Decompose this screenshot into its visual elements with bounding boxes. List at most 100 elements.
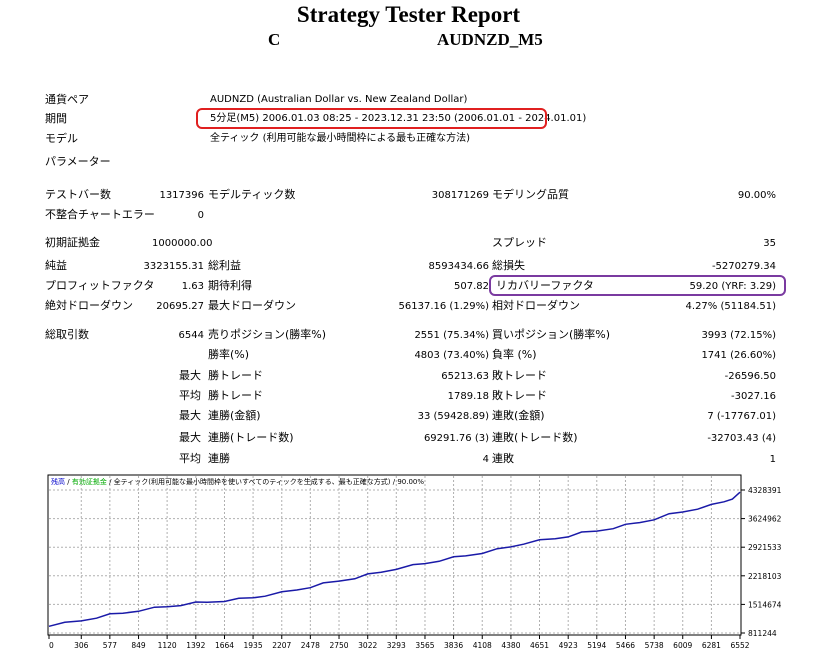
legend-equity: 有効証拠金 <box>72 477 107 486</box>
x-tick-label: 306 <box>74 641 89 650</box>
avg-cons-loss-value: 1 <box>769 454 776 465</box>
gross-profit-value: 8593434.66 <box>428 261 489 272</box>
legend-quality: 90.00% <box>397 478 424 486</box>
expected-payoff-value: 507.82 <box>454 281 489 292</box>
info-label-period: 期間 <box>45 112 67 125</box>
period-highlight <box>196 108 547 129</box>
rel-drawdown-value: 4.27% (51184.51) <box>685 301 776 312</box>
x-tick-label: 2750 <box>329 641 348 650</box>
deposit-value: 1000000.00 <box>152 238 213 249</box>
spread-value: 35 <box>763 238 776 249</box>
x-tick-label: 3293 <box>387 641 406 650</box>
recovery-factor-value: 59.20 (YRF: 3.29) <box>689 281 776 292</box>
profit-factor-value: 1.63 <box>181 281 204 292</box>
x-tick-label: 4380 <box>501 641 520 650</box>
x-tick-label: 2478 <box>301 641 320 650</box>
legend-balance: 残高 <box>51 477 65 486</box>
x-tick-label: 4108 <box>473 641 492 650</box>
y-tick-label: 2218103 <box>748 572 782 581</box>
avg-cons-loss-label: 連敗 <box>492 452 514 465</box>
cons-trades-prefix: 最大 <box>179 431 201 444</box>
cons-amt-prefix: 最大 <box>179 409 201 422</box>
x-tick-label: 6552 <box>730 641 749 650</box>
gross-loss-label: 総損失 <box>492 259 525 272</box>
chart-grid <box>49 476 740 634</box>
x-tick-label: 5194 <box>587 641 606 650</box>
net-profit-value: 3323155.31 <box>143 261 204 272</box>
balance-line <box>48 491 741 628</box>
chart-x-axis: 0 306 577 849 1120 1392 1664 1935 2207 2478 2750 30… <box>48 635 750 650</box>
info-label-pair: 通貨ペア <box>45 93 89 106</box>
x-tick-label: 849 <box>131 641 146 650</box>
x-tick-label: 6281 <box>702 641 721 650</box>
quality-value: 90.00% <box>737 190 776 201</box>
x-tick-label: 3836 <box>444 641 463 650</box>
info-value-period: 5分足(M5) 2006.01.03 08:25 - 2023.12.31 23… <box>210 113 587 124</box>
x-tick-label: 2207 <box>272 641 291 650</box>
x-tick-label: 1935 <box>244 641 263 650</box>
x-tick-label: 4651 <box>530 641 549 650</box>
long-positions-label: 買いポジション(勝率%) <box>492 328 611 341</box>
cons-win-trades-label: 連勝(トレード数) <box>208 431 294 444</box>
legend-sep-2: / <box>109 478 114 486</box>
ticks-label: モデルティック数 <box>208 188 296 201</box>
max-loss-value: -26596.50 <box>724 371 776 382</box>
max-loss-label: 敗トレード <box>492 369 547 382</box>
legend-model: 全ティック(利用可能な最小時間枠を使いすべてのティックを生成する、最も正確な方式… <box>114 477 391 486</box>
subtitle-prefix: C <box>268 30 281 49</box>
avg-cons-win-label: 連勝 <box>208 452 230 465</box>
mismatch-label: 不整合チャートエラー <box>45 208 155 221</box>
balance-chart-svg: 残高 / 有効証拠金 / 全ティック(利用可能な最小時間枠を使いすべてのティック… <box>47 474 782 650</box>
gross-profit-label: 総利益 <box>208 259 241 272</box>
x-tick-label: 6009 <box>673 641 692 650</box>
avg-win-value: 1789.18 <box>447 391 489 402</box>
cons-loss-amount-label: 連敗(金額) <box>492 409 545 422</box>
chart-y-axis: 811244 1514674 2218103 2921533 3624962 432839… <box>741 486 782 638</box>
spread-label: スプレッド <box>492 236 547 249</box>
balance-chart: 残高 / 有効証拠金 / 全ティック(利用可能な最小時間枠を使いすべてのティック… <box>45 473 817 652</box>
long-positions-value: 3993 (72.15%) <box>701 330 776 341</box>
y-tick-label: 3624962 <box>748 515 782 524</box>
x-tick-label: 1664 <box>215 641 234 650</box>
recovery-factor-highlight <box>489 275 786 296</box>
x-tick-label: 1392 <box>186 641 205 650</box>
short-positions-value: 2551 (75.34%) <box>414 330 489 341</box>
legend-sep-1: / <box>67 478 72 486</box>
max-win-prefix: 最大 <box>179 369 201 382</box>
max-drawdown-value: 56137.16 (1.29%) <box>398 301 489 312</box>
max-win-value: 65213.63 <box>441 371 489 382</box>
avg-win-label: 勝トレード <box>208 389 263 402</box>
loss-rate-value: 1741 (26.60%) <box>701 350 776 361</box>
chart-legend: 残高 / 有効証拠金 / 全ティック(利用可能な最小時間枠を使いすべてのティック… <box>51 477 424 486</box>
y-tick-label: 1514674 <box>748 600 782 609</box>
max-win-label: 勝トレード <box>208 369 263 382</box>
ticks-value: 308171269 <box>431 190 489 201</box>
recovery-factor-label: リカバリーファクタ <box>496 279 594 292</box>
short-positions-label: 売りポジション(勝率%) <box>208 328 327 341</box>
profit-factor-label: プロフィットファクタ <box>45 279 155 292</box>
x-tick-label: 577 <box>103 641 118 650</box>
cons-win-amount-value: 33 (59428.89) <box>417 411 489 422</box>
info-label-model: モデル <box>45 132 78 145</box>
x-tick-label: 4923 <box>559 641 578 650</box>
x-tick-label: 5738 <box>645 641 664 650</box>
loss-rate-label: 負率 (%) <box>492 348 537 361</box>
win-rate-label: 勝率(%) <box>208 348 250 361</box>
abs-drawdown-value: 20695.27 <box>156 301 204 312</box>
gross-loss-value: -5270279.34 <box>711 261 776 272</box>
net-profit-label: 純益 <box>45 259 67 272</box>
x-tick-label: 3022 <box>358 641 377 650</box>
win-rate-value: 4803 (73.40%) <box>414 350 489 361</box>
cons-win-amount-label: 連勝(金額) <box>208 409 261 422</box>
y-tick-label: 811244 <box>748 629 777 638</box>
info-label-parameters: パラメーター <box>45 155 111 168</box>
expected-payoff-label: 期待利得 <box>208 279 252 292</box>
report-title: Strategy Tester Report <box>296 2 521 27</box>
avg-loss-label: 敗トレード <box>492 389 547 402</box>
x-tick-label: 0 <box>49 641 54 650</box>
subtitle-symbol: AUDNZD_M5 <box>437 30 543 49</box>
legend-sep-3: / <box>393 478 398 486</box>
rel-drawdown-label: 相対ドローダウン <box>492 299 580 312</box>
cons-win-trades-value: 69291.76 (3) <box>423 433 489 444</box>
x-tick-label: 5466 <box>616 641 635 650</box>
